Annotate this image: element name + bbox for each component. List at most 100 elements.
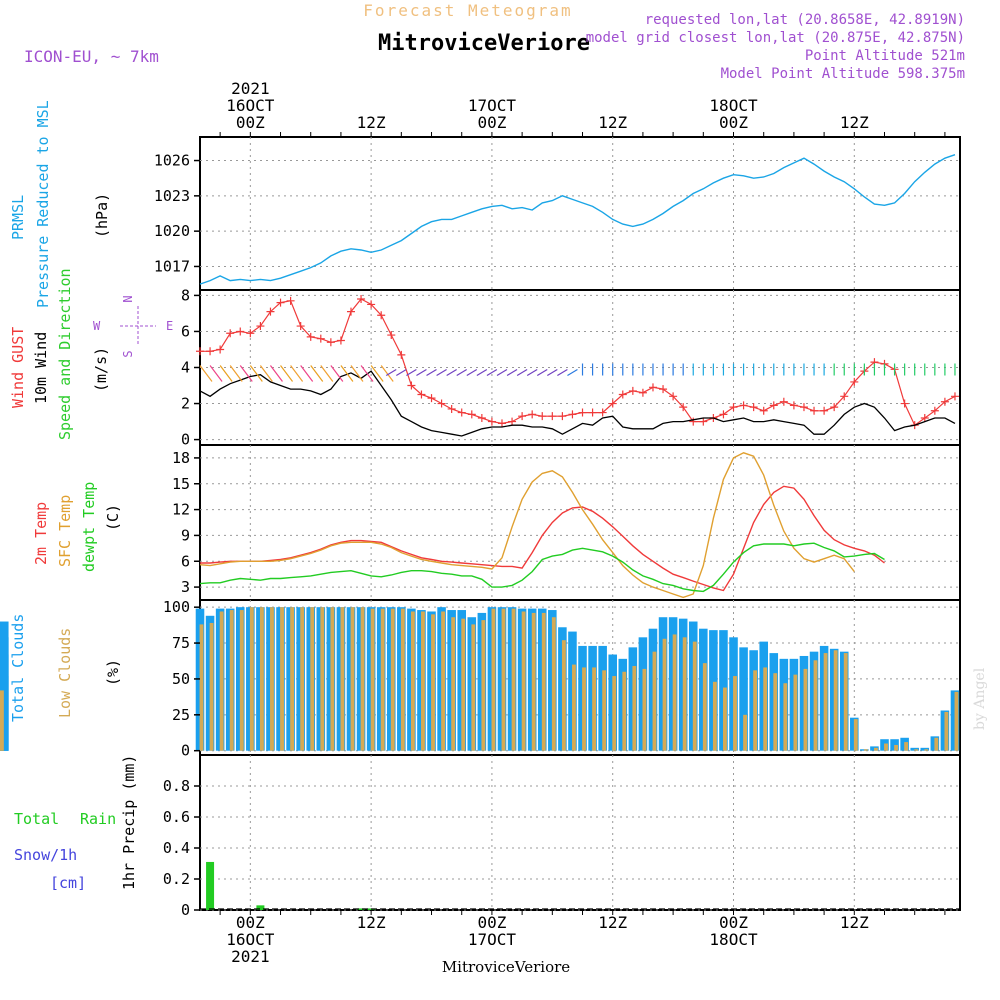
wind-direction-arrow: [506, 368, 518, 377]
wind-direction-arrow: [199, 365, 213, 382]
wind-direction-arrow: [466, 368, 478, 377]
low-clouds-bar: [340, 607, 345, 751]
gust-marker: [659, 385, 668, 394]
wind-direction-arrow: [249, 365, 263, 382]
gust-marker: [216, 345, 225, 354]
time-label-bottom: 12Z: [840, 913, 869, 932]
gust-marker: [397, 350, 406, 359]
gust-marker: [236, 327, 245, 336]
total-label: Total: [14, 810, 59, 828]
low-clouds-bar: [753, 670, 758, 751]
low-clouds-bar: [270, 607, 274, 751]
ytick-label-clouds: 50: [172, 670, 190, 688]
wind-direction-arrow: [239, 365, 253, 382]
frame-pressure: [199, 136, 961, 291]
time-label-top: 17OCT: [468, 96, 517, 115]
wind-plot: [196, 295, 959, 437]
gust-marker: [387, 331, 396, 340]
gust-marker: [628, 386, 637, 395]
ytick-label-wind: 6: [181, 322, 190, 340]
wind-direction-arrow: [300, 365, 314, 382]
gust-marker: [357, 295, 366, 304]
wind-direction-arrow: [310, 365, 324, 382]
gust-marker: [588, 408, 597, 417]
compass-s: S: [121, 350, 135, 357]
low-clouds-bar: [360, 607, 365, 751]
low-clouds-bar: [300, 607, 305, 751]
wind-direction-arrow: [340, 365, 354, 382]
precip-bar: [256, 905, 265, 910]
gust-marker: [608, 399, 617, 408]
ytick-label-pressure: 1023: [154, 187, 190, 205]
low-clouds-bar: [410, 611, 415, 751]
requested-coords: requested lon,lat (20.8658E, 42.8919N): [645, 12, 965, 28]
gust-marker: [266, 307, 275, 316]
ytick-label-temp: 18: [172, 449, 190, 467]
gust-marker: [638, 388, 647, 397]
time-label-top: 00Z: [236, 113, 265, 132]
low-clouds-bar: [944, 711, 949, 751]
low-clouds-bar: [763, 667, 768, 751]
low-clouds-bar: [702, 663, 707, 751]
low-clouds-bar: [310, 607, 315, 751]
rain-label: Rain: [80, 810, 116, 828]
gridlines: [200, 137, 960, 911]
gust-marker: [346, 307, 355, 316]
low-clouds-bar: [471, 624, 476, 751]
low-clouds-bar: [823, 653, 828, 751]
low-clouds-bar: [572, 664, 576, 751]
gust-marker: [296, 322, 305, 331]
gust-marker: [558, 412, 567, 421]
gust-marker: [830, 403, 839, 412]
gust-marker: [518, 412, 527, 421]
time-label-bottom: 17OCT: [468, 930, 517, 949]
gust-marker: [940, 397, 949, 406]
pressure-label-1: PRMSL: [9, 195, 27, 240]
compass-e: E: [166, 319, 173, 333]
watermark: by Angel: [972, 667, 988, 730]
gust-marker: [719, 410, 728, 419]
wind-direction-arrow: [229, 365, 243, 382]
pressure-label-2: Pressure Reduced to MSL: [34, 100, 52, 308]
ytick-label-wind: 0: [181, 431, 190, 449]
ytick-label-clouds: 0: [181, 742, 190, 760]
clouds-unit: (%): [104, 659, 122, 686]
time-label-top: 12Z: [840, 113, 869, 132]
low-clouds-bar: [652, 651, 657, 751]
dewpt-line: [199, 542, 885, 593]
low-clouds-bar: [561, 640, 566, 751]
gust-marker: [548, 412, 557, 421]
time-label-bottom: 2021: [231, 947, 270, 966]
time-label-bottom: 18OCT: [709, 930, 758, 949]
gust-marker: [226, 329, 235, 338]
low-clouds-bar: [813, 660, 818, 751]
gust-marker: [326, 338, 335, 347]
low-clouds-bar: [783, 683, 788, 751]
ytick-label-temp: 12: [172, 501, 190, 519]
y-tick-labels: 1017102010231026024683691215180255075100…: [154, 152, 200, 919]
wind-direction-arrow: [496, 368, 508, 377]
ytick-label-pressure: 1017: [154, 257, 190, 275]
time-label-bottom: 00Z: [719, 913, 748, 932]
temp2m-label: 2m Temp: [32, 502, 50, 565]
low-clouds-bar: [793, 674, 798, 751]
gust-marker: [799, 403, 808, 412]
low-clouds-bar: [501, 608, 506, 751]
wind-direction-arrow: [547, 368, 558, 377]
ytick-label-precip: 0.2: [163, 870, 190, 888]
gust-marker: [689, 417, 698, 426]
precip-plot: [200, 861, 960, 910]
gust-marker: [407, 381, 416, 390]
frame-precip: [199, 754, 961, 911]
low-clouds-bar: [219, 611, 224, 751]
low-clouds-bar: [662, 638, 667, 751]
gust-marker: [568, 410, 577, 419]
pressure-unit: (hPa): [93, 193, 111, 238]
gust-marker: [316, 334, 325, 343]
ytick-label-pressure: 1020: [154, 222, 190, 240]
snow-unit-label: [cm]: [50, 874, 86, 892]
low-clouds-bar: [632, 666, 637, 751]
temperature-plot: [199, 452, 885, 599]
gust-marker: [256, 322, 265, 331]
